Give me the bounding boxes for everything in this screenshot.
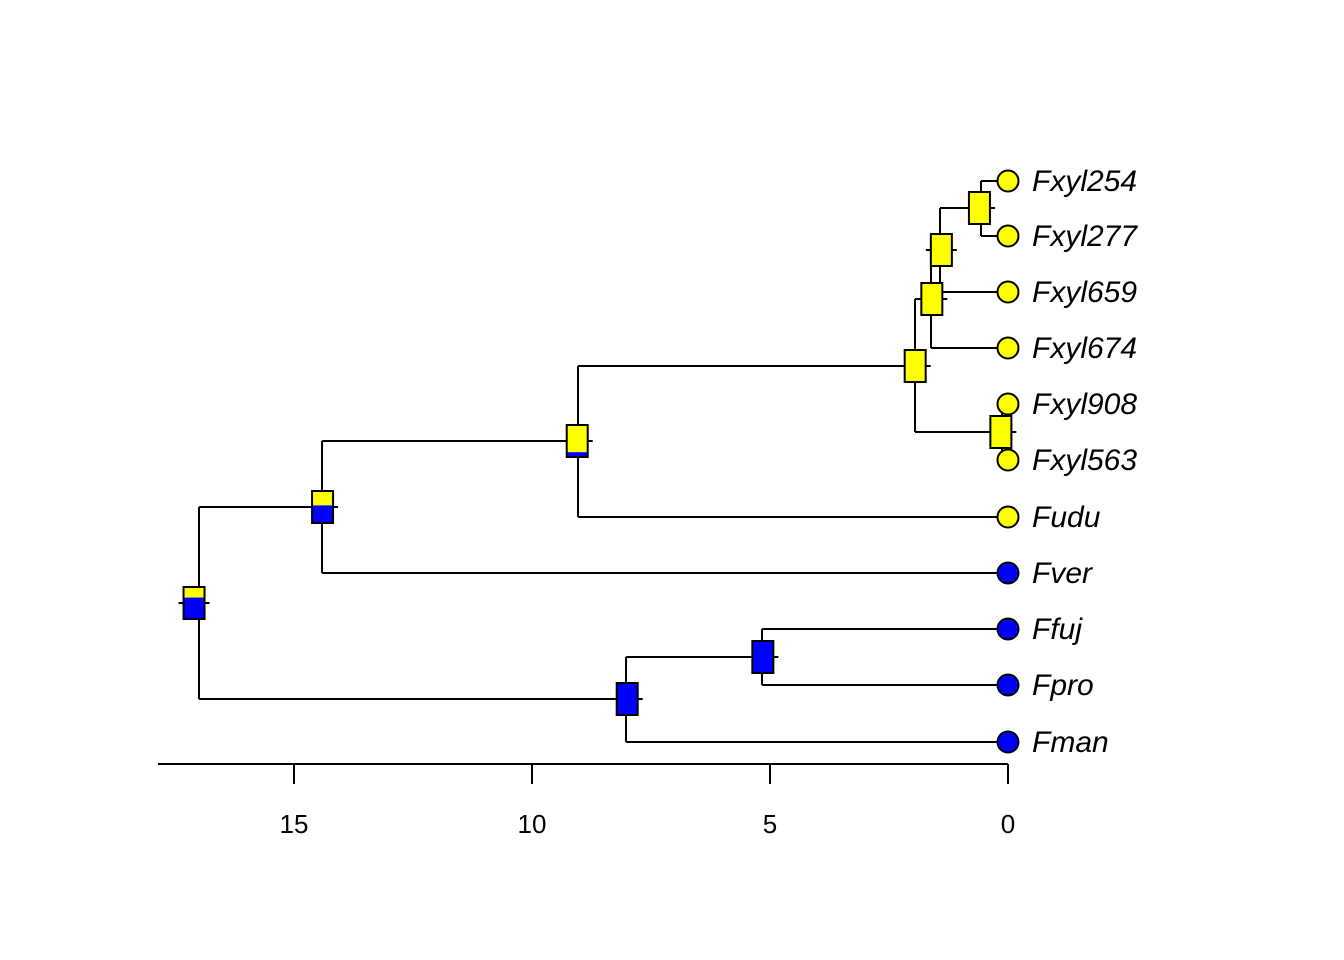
tip-dot-fxyl674 bbox=[996, 336, 1020, 360]
node-outline bbox=[967, 191, 991, 225]
node-fill-state-b bbox=[312, 505, 334, 523]
tip-dot-fxyl563 bbox=[996, 448, 1020, 472]
node-box-n_udu bbox=[561, 424, 593, 458]
node-outline bbox=[920, 282, 944, 316]
node-fill-state-a bbox=[930, 234, 952, 266]
tip-dot-fxyl908 bbox=[996, 392, 1020, 416]
tip-state-dots bbox=[996, 169, 1020, 754]
branch-udu bbox=[577, 365, 1008, 518]
tip-dot-fxyl254 bbox=[996, 169, 1020, 193]
node-fill-state-a bbox=[921, 283, 943, 315]
node-outline bbox=[989, 415, 1013, 449]
node-fill-state-b bbox=[616, 683, 638, 715]
branch-man bbox=[625, 656, 1008, 743]
axis-tick-label: 10 bbox=[518, 809, 547, 839]
tip-label-fxyl674: Fxyl674 bbox=[1032, 332, 1137, 365]
node-fill-state-a bbox=[566, 425, 588, 453]
node-outline bbox=[565, 424, 589, 458]
branch-fuj-pro bbox=[761, 628, 1008, 686]
tip-label-fxyl908: Fxyl908 bbox=[1032, 388, 1137, 421]
node-fill-state-a bbox=[990, 416, 1012, 448]
branch-ver bbox=[321, 440, 1008, 574]
node-outline bbox=[929, 233, 953, 267]
node-outline bbox=[751, 640, 775, 674]
tip-dot-fxyl659 bbox=[996, 280, 1020, 304]
node-outline bbox=[903, 349, 927, 383]
node-outline bbox=[182, 586, 206, 620]
tip-label-fxyl277: Fxyl277 bbox=[1032, 220, 1138, 253]
node-fill-state-b bbox=[183, 597, 205, 619]
node-fill-state-a bbox=[968, 192, 990, 224]
tree-branches bbox=[198, 180, 1008, 743]
tip-label-fpro: Fpro bbox=[1032, 669, 1094, 702]
node-box-n_908_563 bbox=[985, 415, 1017, 449]
time-axis: 15 10 5 0 bbox=[158, 763, 1015, 839]
branch-root bbox=[198, 506, 626, 700]
node-box-n_ver bbox=[307, 490, 339, 524]
tip-dot-fudu bbox=[996, 505, 1020, 529]
node-box-n_xyl bbox=[899, 349, 931, 383]
node-state-boxes bbox=[178, 191, 1017, 716]
tip-label-fver: Fver bbox=[1032, 557, 1093, 590]
node-box-n_254_674 bbox=[916, 282, 948, 316]
tip-dot-ffuj bbox=[996, 617, 1020, 641]
tip-label-fxyl659: Fxyl659 bbox=[1032, 276, 1137, 309]
node-fill-state-b bbox=[566, 452, 588, 457]
axis-tick-label: 15 bbox=[280, 809, 309, 839]
node-box-n_root bbox=[178, 586, 210, 620]
tip-dot-fman bbox=[996, 730, 1020, 754]
node-fill-state-a bbox=[183, 587, 205, 598]
tip-label-fman: Fman bbox=[1032, 726, 1109, 759]
tip-dot-fpro bbox=[996, 673, 1020, 697]
node-box-n_254_659 bbox=[925, 233, 957, 267]
node-box-n_man bbox=[611, 682, 643, 716]
node-fill-state-a bbox=[312, 491, 334, 506]
node-outline bbox=[311, 490, 335, 524]
axis-tick-label: 5 bbox=[763, 809, 777, 839]
node-outline bbox=[615, 682, 639, 716]
node-fill-state-a bbox=[904, 350, 926, 382]
tip-label-fxyl254: Fxyl254 bbox=[1032, 165, 1137, 198]
tip-dot-fver bbox=[996, 561, 1020, 585]
node-box-n_fuj_pro bbox=[747, 640, 779, 674]
tip-label-ffuj: Ffuj bbox=[1032, 613, 1083, 646]
tip-label-fudu: Fudu bbox=[1032, 501, 1101, 534]
axis-tick-label: 0 bbox=[1001, 809, 1015, 839]
node-box-n_254_277 bbox=[963, 191, 995, 225]
tip-dot-fxyl277 bbox=[996, 224, 1020, 248]
node-fill-state-b bbox=[752, 641, 774, 673]
tip-label-fxyl563: Fxyl563 bbox=[1032, 444, 1137, 477]
tip-labels: Fxyl254 Fxyl277 Fxyl659 Fxyl674 Fxyl908 Fxyl5… bbox=[1032, 165, 1138, 759]
